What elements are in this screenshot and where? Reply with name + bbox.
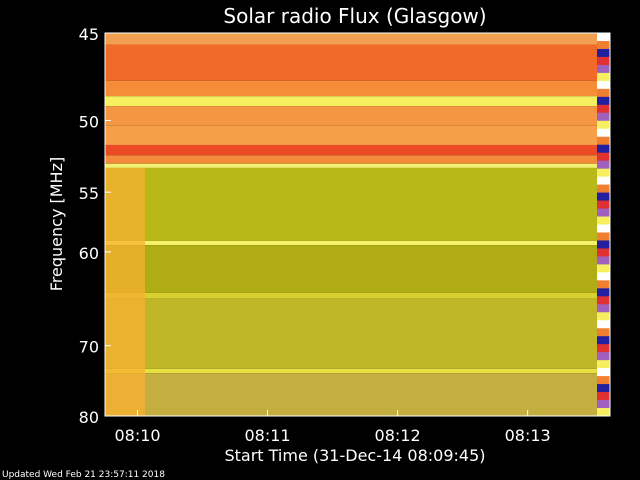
colorbar-cell xyxy=(597,112,610,122)
y-axis-ticks: 45 50 55 60 70 80 xyxy=(79,25,111,427)
colorbar-cell xyxy=(597,144,610,154)
colorbar-cell xyxy=(597,136,610,146)
spectrum-band-11 xyxy=(105,245,597,293)
colorbar-cell xyxy=(597,312,610,321)
spectrum-band-1 xyxy=(105,44,597,81)
colorbar-cell xyxy=(597,352,610,361)
colorbar-cell xyxy=(597,272,610,281)
colorbar-cell xyxy=(597,176,610,186)
colorbar-cell xyxy=(597,48,610,58)
colorbar-cell xyxy=(597,184,610,194)
y-tick-label: 55 xyxy=(79,184,99,203)
colorbar-cell xyxy=(597,96,610,106)
spectrogram-plot-area xyxy=(105,33,597,416)
colorbar-cell xyxy=(597,248,610,257)
spectrum-band-5 xyxy=(105,125,597,145)
y-tick-label: 80 xyxy=(79,408,99,427)
colorbar-cell xyxy=(597,400,610,409)
colorbar-cell xyxy=(597,296,610,305)
colorbar-cell xyxy=(597,192,610,202)
colorbar-cell xyxy=(597,384,610,393)
y-tick-label: 50 xyxy=(79,113,99,132)
spectrum-band-7 xyxy=(105,155,597,164)
spectrum-band-12 xyxy=(105,292,597,299)
spectrum-band-8 xyxy=(105,163,597,168)
colorbar-cell xyxy=(597,368,610,377)
colorbar-strip xyxy=(597,33,610,417)
chart-title: Solar radio Flux (Glasgow) xyxy=(223,4,486,28)
y-axis-label: Frequency [MHz] xyxy=(47,157,66,291)
colorbar-cell xyxy=(597,240,610,249)
colorbar-cell xyxy=(597,336,610,345)
colorbar-cell xyxy=(597,200,610,210)
colorbar-cell xyxy=(597,344,610,353)
onset-column xyxy=(105,167,145,416)
colorbar-cell xyxy=(597,280,610,289)
y-tick-label: 70 xyxy=(79,338,99,357)
spectrum-band-6 xyxy=(105,144,597,156)
x-tick-label: 08:11 xyxy=(244,426,290,445)
spectrum-band-9 xyxy=(105,167,597,241)
y-tick-label: 60 xyxy=(79,244,99,263)
updated-timestamp: Updated Wed Feb 21 23:57:11 2018 xyxy=(2,470,165,480)
colorbar-cell xyxy=(597,208,610,218)
colorbar-cell xyxy=(597,256,610,265)
colorbar-cell xyxy=(597,216,610,225)
colorbar-cell xyxy=(597,304,610,313)
x-tick-label: 08:10 xyxy=(114,426,160,445)
colorbar-cell xyxy=(597,392,610,401)
colorbar-cell xyxy=(597,120,610,130)
colorbar-cell xyxy=(597,152,610,162)
colorbar-cell xyxy=(597,80,610,90)
colorbar-cell xyxy=(597,64,610,74)
colorbar-cell xyxy=(597,128,610,138)
spectrum-band-15 xyxy=(105,373,597,416)
colorbar-cell xyxy=(597,168,610,178)
colorbar-cell xyxy=(597,376,610,385)
x-tick-label: 08:12 xyxy=(375,426,421,445)
colorbar-cell xyxy=(597,360,610,369)
x-axis-label: Start Time (31-Dec-14 08:09:45) xyxy=(224,446,485,465)
spectrum-band-3 xyxy=(105,96,597,107)
colorbar-cell xyxy=(597,104,610,114)
spectrum-band-0 xyxy=(105,33,597,45)
colorbar-cell xyxy=(597,56,610,66)
colorbar-cell xyxy=(597,88,610,98)
colorbar-cell xyxy=(597,232,610,241)
colorbar-cell xyxy=(597,224,610,233)
spectrum-band-2 xyxy=(105,80,597,97)
colorbar-cell xyxy=(597,40,610,50)
x-axis-ticks: 08:10 08:11 08:12 08:13 xyxy=(114,410,551,445)
plot-frame xyxy=(104,32,611,417)
spectrum-band-4 xyxy=(105,106,597,126)
spectrum-band-10 xyxy=(105,240,597,246)
spectrum-band-13 xyxy=(105,298,597,369)
colorbar-cell xyxy=(597,264,610,273)
colorbar-cell xyxy=(597,408,610,417)
colorbar-cell xyxy=(597,72,610,82)
y-tick-label: 45 xyxy=(79,25,99,44)
colorbar-cell xyxy=(597,328,610,337)
spectrum-band-14 xyxy=(105,368,597,374)
colorbar-cell xyxy=(597,320,610,329)
x-tick-label: 08:13 xyxy=(505,426,551,445)
colorbar-cell xyxy=(597,288,610,297)
colorbar-cell xyxy=(597,160,610,170)
colorbar-cell xyxy=(597,33,610,42)
